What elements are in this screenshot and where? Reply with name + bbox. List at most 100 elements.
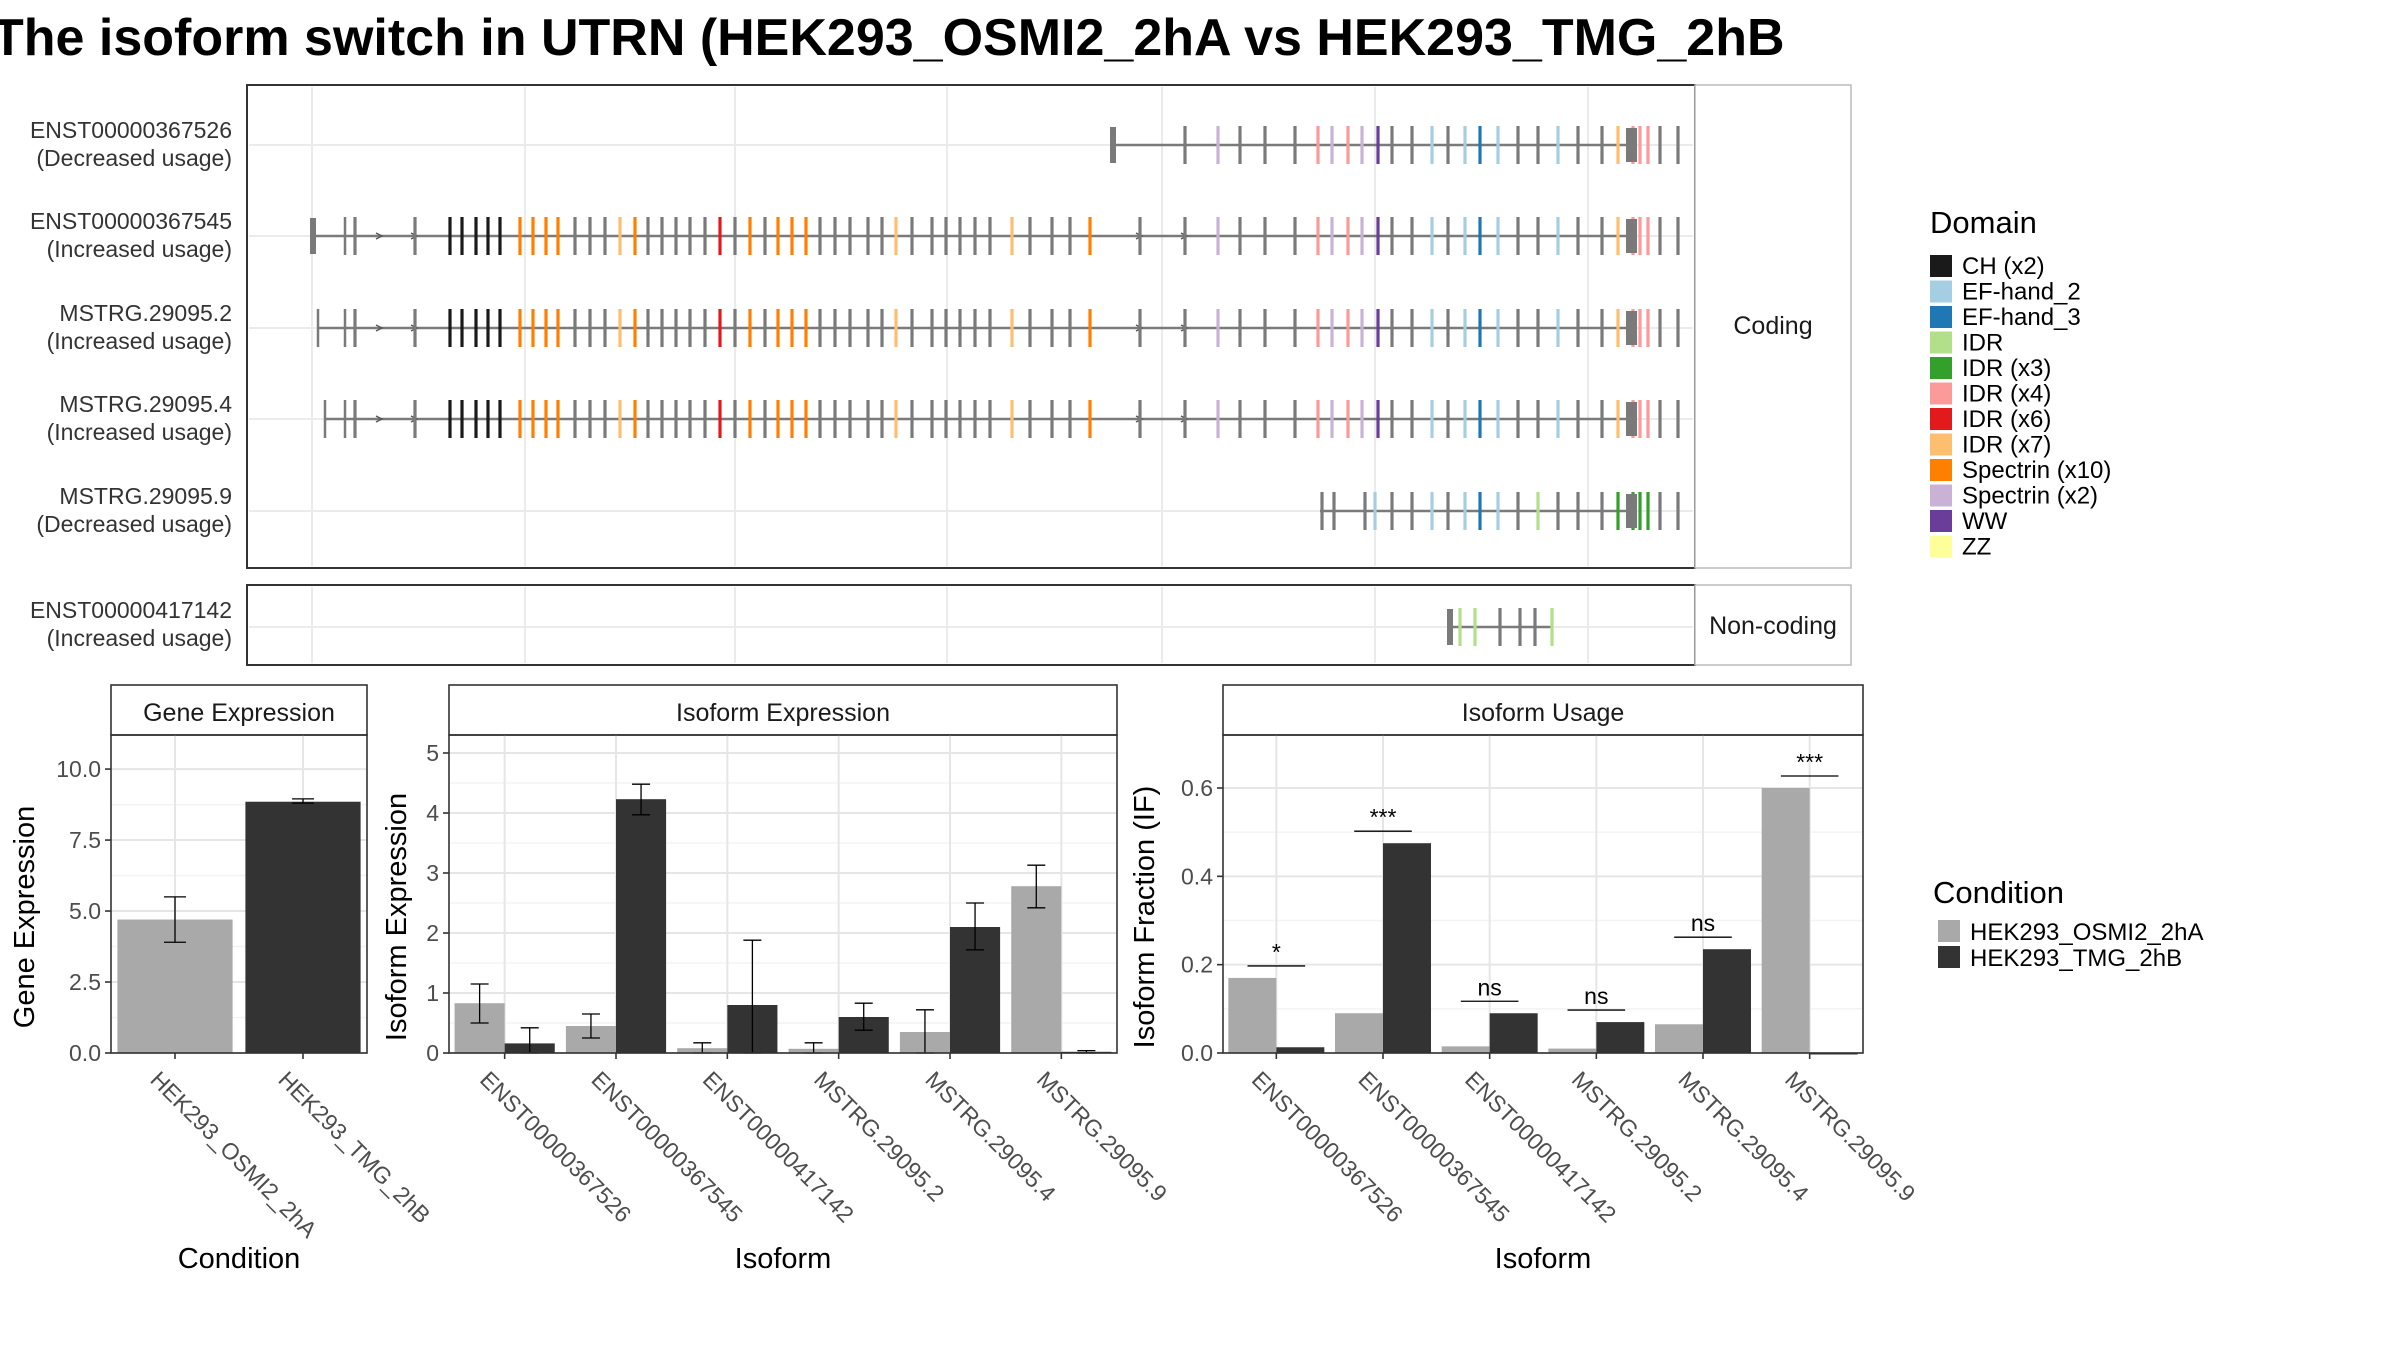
domain-legend-label: EF-hand_2 [1962,279,2081,306]
exon-block [1390,400,1394,438]
exon-block [763,400,767,438]
exon-block [1316,217,1320,255]
bar [1383,843,1431,1053]
significance-label: ns [1584,983,1608,1009]
exon-block [1390,309,1394,347]
exon-block [1216,400,1220,438]
exon-block [486,400,490,438]
condition-legend: Condition HEK293_OSMI2_2hA HEK293_TMG_2h… [1933,875,2203,972]
condition-legend-label: HEK293_OSMI2_2hA [1970,919,2203,946]
utr-block [1626,219,1637,253]
exon-block [1293,126,1297,164]
utr-block [1626,494,1637,528]
exon-block [1010,217,1014,255]
exon-block [674,400,678,438]
coding-strip [1694,84,1852,569]
exon-block [618,309,622,347]
bar [1761,788,1810,1053]
exon-block [1183,309,1187,347]
exon-block [944,400,948,438]
exon-block [833,400,837,438]
exon-block [518,400,522,438]
condition-legend-label: HEK293_TMG_2hB [1970,945,2182,972]
exon-block [866,400,870,438]
exon-block [460,217,464,255]
exon-block [1010,309,1014,347]
exon-block [343,309,347,347]
exon-block [1616,492,1620,530]
x-axis-title: Condition [178,1243,301,1275]
exon-block [1346,217,1350,255]
exon-block [1473,608,1477,646]
domain-legend-label: EF-hand_3 [1962,304,2081,331]
bars [117,798,361,1053]
exon-block [1360,309,1364,347]
exon-block [544,400,548,438]
figure-title: The isoform switch in UTRN (HEK293_OSMI2… [0,9,1785,67]
exon-block [1238,309,1242,347]
exon-block [790,217,794,255]
exon-block [1446,309,1450,347]
exon-block [958,217,962,255]
exon-block [1478,126,1482,164]
exon-block [1646,400,1650,438]
strand-arrow [1135,415,1144,423]
exon-block [848,400,852,438]
exon-block [1576,400,1580,438]
strand-arrow [375,324,384,332]
exon-block [1478,492,1482,530]
exon-block [474,400,478,438]
bar [245,801,361,1053]
y-axis-title: Isoform Expression [381,793,413,1041]
x-axis-title: Isoform [1495,1243,1592,1275]
domain-legend-label: Spectrin (x2) [1962,483,2098,510]
exon-block [1263,309,1267,347]
track-labels: ENST00000367526 (Decreased usage) ENST00… [30,117,232,651]
strand-arrow [410,415,419,423]
exon-block [1410,492,1414,530]
exon-block [460,400,464,438]
domain-legend-label: ZZ [1962,534,1991,561]
exon-block [674,309,678,347]
domain-legend-label: IDR (x3) [1962,355,2051,382]
exon-block [1576,217,1580,255]
exon-block [474,217,478,255]
exon-block [776,400,780,438]
exon-block [1496,492,1500,530]
noncoding-strip [1694,584,1852,666]
exon-block [1516,309,1520,347]
exon-block [1478,400,1482,438]
exon-block [1498,608,1502,646]
exon-block [498,400,502,438]
domain-legend-swatch [1930,331,1952,354]
domain-legend-swatch [1930,535,1952,558]
y-tick-label: 3 [426,860,439,886]
exon-block [353,217,357,255]
exon-block [518,217,522,255]
exon-block [1028,309,1032,347]
exon-block [1330,309,1334,347]
isoform-usage-panel: Isoform Fraction (IF) Isoform Isoform Us… [1129,684,1921,1275]
exon-block [498,309,502,347]
exon-block [674,217,678,255]
bar [1441,1046,1490,1053]
exon-block [646,309,650,347]
exon-block [1238,126,1242,164]
exon-block [1263,400,1267,438]
exon-block [818,309,822,347]
exon-block [733,217,737,255]
exon-block [1496,126,1500,164]
exon-block [1346,309,1350,347]
track-id-label: ENST00000417142 [30,597,232,623]
exon-block [588,400,592,438]
exon-block [1536,400,1540,438]
exon-block [1463,309,1467,347]
exon-block [1646,126,1650,164]
exon-block [1183,126,1187,164]
exon-block [1516,126,1520,164]
exon-block [413,309,417,347]
exon-block [1556,126,1560,164]
exon-block [1183,217,1187,255]
transcript-track [1110,126,1680,164]
